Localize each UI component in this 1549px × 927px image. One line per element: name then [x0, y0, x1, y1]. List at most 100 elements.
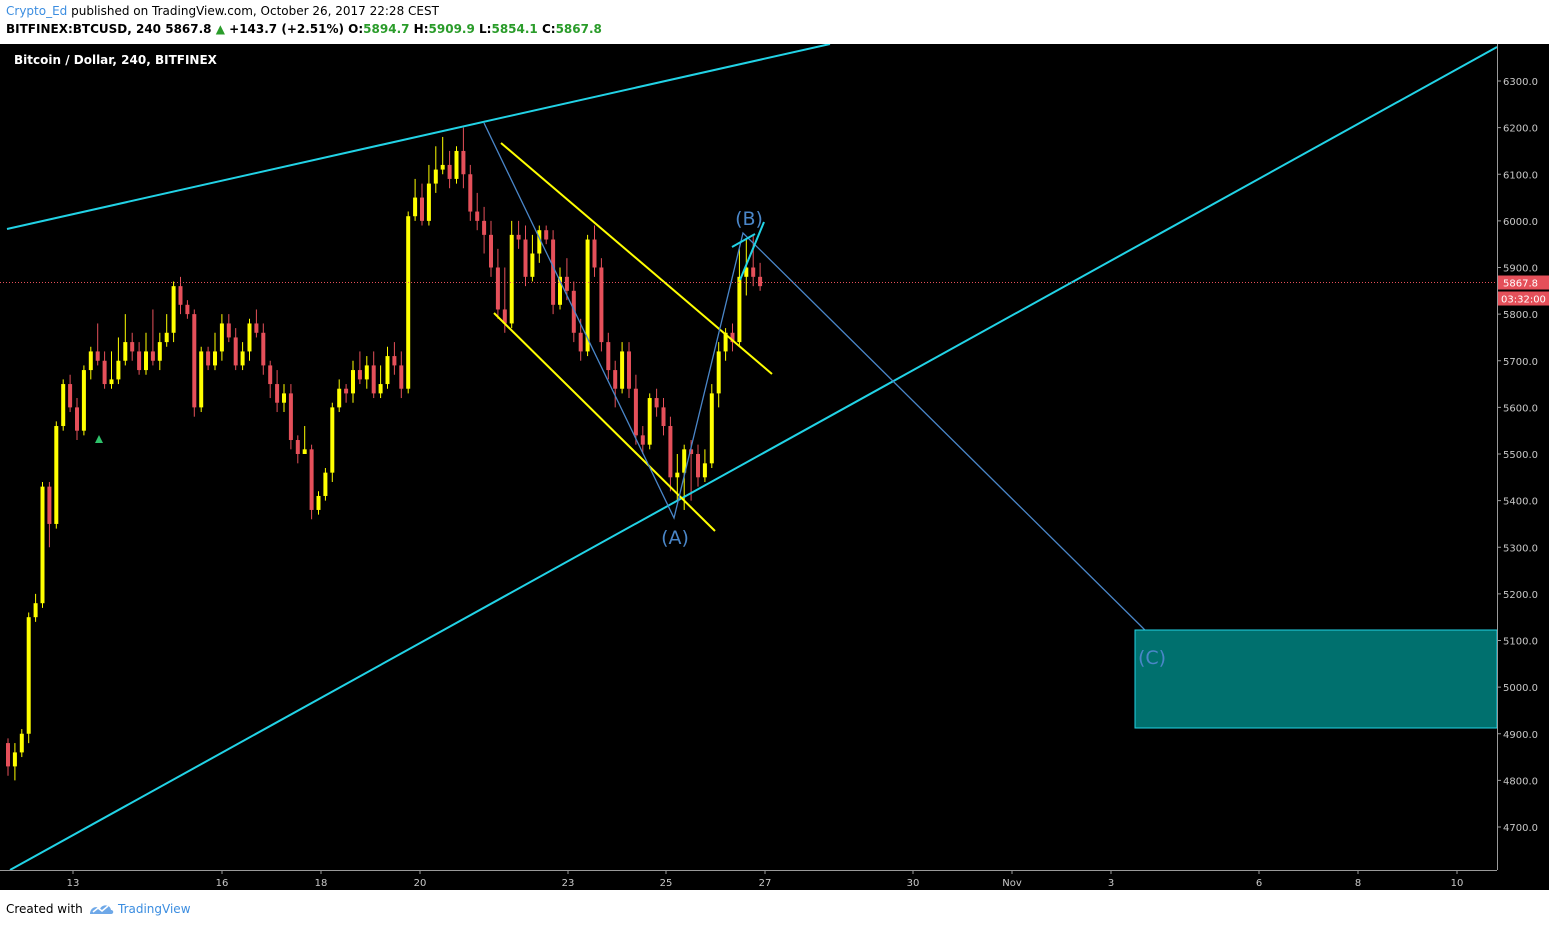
candle — [192, 309, 197, 417]
candle — [295, 435, 300, 464]
channel-lower-line[interactable] — [493, 312, 716, 532]
candle — [81, 365, 86, 436]
candle — [406, 211, 411, 394]
candle-body — [19, 733, 24, 753]
open-label: O: — [348, 22, 364, 36]
candle — [661, 398, 666, 436]
candle — [702, 449, 707, 482]
candle-body — [240, 351, 245, 366]
candle — [282, 384, 286, 413]
price-axis-background[interactable] — [1497, 44, 1549, 890]
candle-body — [413, 197, 418, 217]
candle — [454, 146, 459, 184]
candle — [696, 444, 700, 487]
candle-body — [489, 234, 493, 268]
candle — [433, 146, 438, 193]
candle-body — [6, 743, 10, 767]
plot-background[interactable] — [0, 44, 1497, 870]
candle-body — [81, 370, 86, 431]
candle-body — [95, 351, 100, 361]
tradingview-logo-icon[interactable] — [88, 900, 114, 919]
candle — [544, 225, 549, 245]
candle-body — [199, 351, 204, 408]
candle-body — [551, 239, 556, 305]
candle-body — [378, 384, 383, 394]
wave-b-segment-top[interactable] — [731, 233, 756, 248]
wave-path[interactable] — [483, 122, 1153, 638]
candle-body — [213, 351, 217, 366]
candle — [137, 342, 142, 375]
channel-upper-line[interactable] — [500, 142, 773, 375]
candle-body — [661, 407, 666, 427]
candle-body — [730, 332, 735, 343]
plot-area[interactable] — [0, 44, 1497, 870]
drawings-group: (A) (B) (C) — [6, 43, 1498, 871]
candle-body — [461, 150, 466, 175]
candle-body — [751, 267, 756, 277]
open-value: 5894.7 — [363, 22, 410, 36]
candle — [102, 351, 107, 389]
candle — [116, 337, 121, 385]
candle — [75, 398, 79, 441]
price-tick-label: 6200.0 — [1503, 124, 1538, 135]
candle-body — [68, 384, 73, 408]
publish-line: Crypto_Ed published on TradingView.com, … — [6, 4, 439, 18]
last-price: 5867.8 — [165, 22, 212, 36]
candle-body — [426, 183, 431, 221]
candle-body — [116, 360, 121, 380]
candle — [744, 239, 749, 296]
candle — [226, 314, 231, 343]
price-tick-label: 5900.0 — [1503, 264, 1538, 275]
author-link[interactable]: Crypto_Ed — [6, 4, 68, 18]
candle-body — [130, 342, 135, 352]
target-zone[interactable] — [1134, 629, 1498, 729]
price-tick-label: 5300.0 — [1503, 543, 1538, 554]
candle-body — [171, 286, 176, 333]
candle-body — [288, 393, 293, 441]
candle-body — [157, 342, 162, 361]
candle — [185, 300, 190, 319]
chart-title: Bitcoin / Dollar, 240, BITFINEX — [14, 53, 218, 67]
candle-body — [723, 332, 728, 352]
low-value: 5854.1 — [491, 22, 538, 36]
signal-arrow-icon — [95, 435, 103, 443]
candle — [130, 332, 135, 361]
last-price-tag-label: 5867.8 — [1503, 279, 1538, 290]
candle — [606, 332, 611, 380]
candle-body — [495, 267, 500, 310]
candle-body — [371, 365, 376, 394]
candle-body — [12, 752, 17, 767]
candle — [68, 374, 73, 413]
candle — [709, 384, 714, 468]
candle — [344, 384, 349, 403]
candlestick-chart[interactable]: (A) (B) (C) 4700.0 4800.0 4900.0 5000.0 5100… — [0, 43, 1549, 890]
candle-body — [275, 384, 280, 403]
candle-body — [282, 393, 286, 403]
candle-body — [633, 388, 638, 436]
candle-body — [137, 351, 142, 371]
candle — [109, 351, 114, 389]
time-tick-label: 3 — [1108, 878, 1114, 889]
tradingview-link[interactable]: TradingView — [118, 902, 191, 916]
chart-area[interactable]: (A) (B) (C) 4700.0 4800.0 4900.0 5000.0 5100… — [0, 43, 1549, 890]
wave-b-segment-right[interactable] — [739, 221, 765, 281]
candle-body — [433, 169, 438, 184]
candle-body — [357, 370, 362, 380]
candle — [199, 346, 204, 413]
candle-body — [33, 603, 38, 618]
candle-body — [323, 472, 328, 496]
time-tick-label: 6 — [1256, 878, 1262, 889]
candle — [537, 225, 542, 263]
symbol-label: BITFINEX:BTCUSD, 240 — [6, 22, 162, 36]
candle-body — [509, 234, 514, 324]
countdown-tag — [1498, 291, 1549, 306]
candle-body — [61, 384, 66, 427]
upper-trendline[interactable] — [6, 43, 831, 230]
candles-group — [6, 127, 763, 781]
candle — [213, 332, 217, 371]
lower-trendline[interactable] — [9, 46, 1498, 871]
candle — [164, 314, 169, 347]
time-tick-label: 23 — [562, 878, 575, 889]
time-tick-label: 8 — [1355, 878, 1361, 889]
candle-body — [475, 211, 480, 221]
